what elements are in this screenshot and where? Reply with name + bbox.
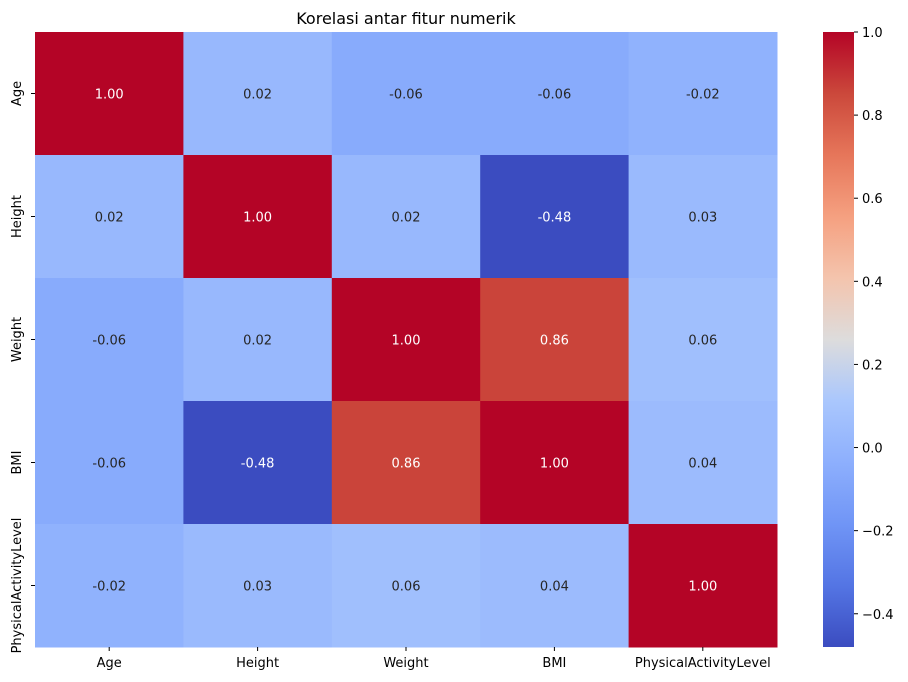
cell-value-label: 0.86 — [540, 334, 569, 349]
cell-value-label: 0.86 — [392, 457, 421, 472]
colorbar: −0.4 −0.2 0.0 0.2 0.4 0.6 0.8 1.0 — [823, 26, 894, 647]
y-tick-label: Weight — [10, 317, 25, 362]
colorbar-tick-label: −0.4 — [862, 608, 894, 623]
heatmap-cell — [480, 155, 630, 279]
colorbar-tick-label: 0.2 — [862, 358, 883, 373]
heatmap-cell — [183, 155, 333, 279]
chart-title: Korelasi antar fitur numerik — [296, 9, 516, 28]
heatmap-cell — [331, 524, 481, 648]
y-tick-label: Height — [10, 195, 25, 238]
x-axis: Age Height Weight BMI PhysicalActivityLevel — [97, 647, 771, 671]
x-tick-label: Age — [97, 656, 122, 671]
heatmap-cell — [480, 524, 630, 648]
cell-value-label: 1.00 — [540, 457, 569, 472]
colorbar-tick-label: −0.2 — [862, 525, 894, 540]
colorbar-gradient — [823, 32, 854, 647]
heatmap-cell — [35, 401, 184, 525]
heatmap-cell — [35, 155, 184, 279]
cell-value-label: 0.04 — [540, 580, 569, 595]
x-tick-label: PhysicalActivityLevel — [635, 656, 771, 671]
x-tick-label: BMI — [542, 656, 566, 671]
heatmap-cell — [480, 278, 630, 402]
cell-value-label: 0.02 — [243, 334, 272, 349]
y-tick-label: Age — [10, 81, 25, 106]
heatmap-cell — [628, 155, 778, 279]
heatmap-cell — [35, 32, 184, 156]
cell-value-label: 1.00 — [688, 580, 717, 595]
heatmap-cell — [331, 155, 481, 279]
cell-value-label: 1.00 — [243, 211, 272, 226]
cell-value-label: -0.02 — [686, 88, 720, 103]
heatmap-cell — [628, 278, 778, 402]
heatmap-cell — [183, 278, 333, 402]
heatmap-cell — [183, 401, 333, 525]
cell-value-label: 0.06 — [392, 580, 421, 595]
cell-value-label: -0.06 — [92, 457, 126, 472]
heatmap-cell — [628, 401, 778, 525]
heatmap-cell — [628, 32, 778, 156]
cell-value-label: -0.48 — [241, 457, 275, 472]
heatmap-cell — [331, 278, 481, 402]
cell-value-label: -0.06 — [92, 334, 126, 349]
cell-value-label: -0.06 — [389, 88, 423, 103]
y-tick-label: BMI — [10, 451, 25, 475]
heatmap-cells: 1.00 0.02 -0.06 -0.06 -0.02 0.02 1.00 0.02 -0.48… — [35, 32, 778, 648]
heatmap-cell — [628, 524, 778, 648]
colorbar-tick-label: 0.4 — [862, 275, 883, 290]
heatmap-cell — [331, 401, 481, 525]
x-tick-label: Weight — [383, 656, 428, 671]
y-axis: Age Height Weight BMI PhysicalActivityLevel — [10, 81, 35, 653]
cell-value-label: -0.02 — [92, 580, 126, 595]
heatmap-cell — [331, 32, 481, 156]
heatmap-cell — [183, 32, 333, 156]
cell-value-label: 0.02 — [243, 88, 272, 103]
colorbar-tick-label: 0.0 — [862, 442, 883, 457]
cell-value-label: 0.03 — [243, 580, 272, 595]
x-tick-label: Height — [236, 656, 279, 671]
colorbar-tick-label: 0.8 — [862, 109, 883, 124]
cell-value-label: 1.00 — [95, 88, 124, 103]
cell-value-label: 0.04 — [688, 457, 717, 472]
cell-value-label: 1.00 — [392, 334, 421, 349]
heatmap-cell — [480, 401, 630, 525]
cell-value-label: 0.02 — [392, 211, 421, 226]
cell-value-label: 0.02 — [95, 211, 124, 226]
heatmap-cell — [480, 32, 630, 156]
y-tick-label: PhysicalActivityLevel — [10, 518, 25, 654]
heatmap-cell — [35, 278, 184, 402]
colorbar-tick-label: 1.0 — [862, 26, 883, 41]
colorbar-tick-label: 0.6 — [862, 192, 883, 207]
heatmap-cell — [35, 524, 184, 648]
heatmap-cell — [183, 524, 333, 648]
cell-value-label: 0.03 — [688, 211, 717, 226]
cell-value-label: -0.48 — [538, 211, 572, 226]
cell-value-label: -0.06 — [538, 88, 572, 103]
cell-value-label: 0.06 — [688, 334, 717, 349]
